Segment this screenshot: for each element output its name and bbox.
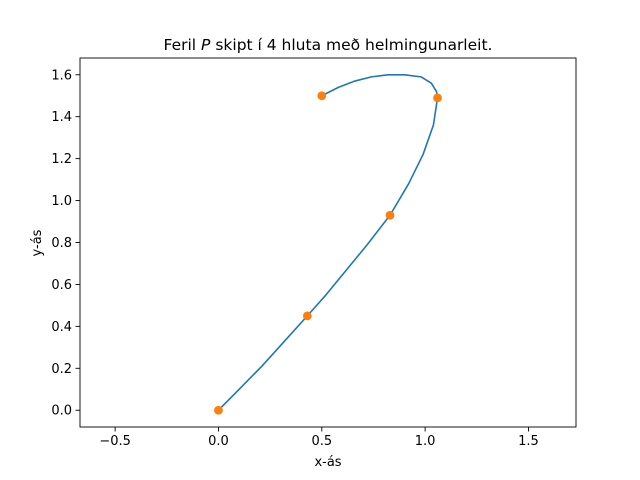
y-tick-label: 1.6 [51, 68, 72, 83]
y-tick-label: 1.4 [51, 110, 72, 125]
data-point-2 [302, 311, 312, 321]
x-axis-label: x-ás [314, 455, 341, 470]
y-axis-label: y-ás [30, 229, 45, 256]
x-tick-label: 1.5 [518, 434, 539, 449]
y-tick-label: 1.2 [51, 152, 72, 167]
data-point-1 [214, 405, 223, 415]
x-axis: −0.5 0.0 0.5 1.0 1.5 [99, 427, 539, 449]
plot-content [214, 73, 442, 415]
y-axis: 0.0 0.2 0.4 0.6 0.8 1.0 1.2 1.4 1.6 [51, 68, 80, 419]
data-markers [214, 91, 442, 415]
x-tick-label: 0.5 [311, 434, 332, 449]
y-tick-label: 1.0 [51, 194, 72, 209]
y-tick-label: 0.4 [51, 320, 72, 335]
chart-title: Feril P skipt í 4 hluta með helmingunarl… [164, 36, 493, 54]
x-tick-label: 0.0 [208, 434, 229, 449]
chart-title-variable: P [201, 36, 211, 54]
x-tick-label: −0.5 [99, 434, 131, 449]
x-tick-label: 1.0 [415, 434, 436, 449]
data-point-5 [317, 91, 327, 101]
y-tick-label: 0.2 [51, 362, 72, 377]
data-point-3 [385, 210, 395, 220]
chart-title-after: skipt í 4 hluta með helmingunarleit. [210, 36, 492, 54]
y-tick-label: 0.8 [51, 236, 72, 251]
data-curve [217, 73, 439, 412]
chart-title-before: Feril [164, 36, 202, 54]
y-tick-label: 0.6 [51, 278, 72, 293]
y-tick-label: 0.0 [51, 404, 72, 419]
data-point-4 [433, 93, 442, 103]
